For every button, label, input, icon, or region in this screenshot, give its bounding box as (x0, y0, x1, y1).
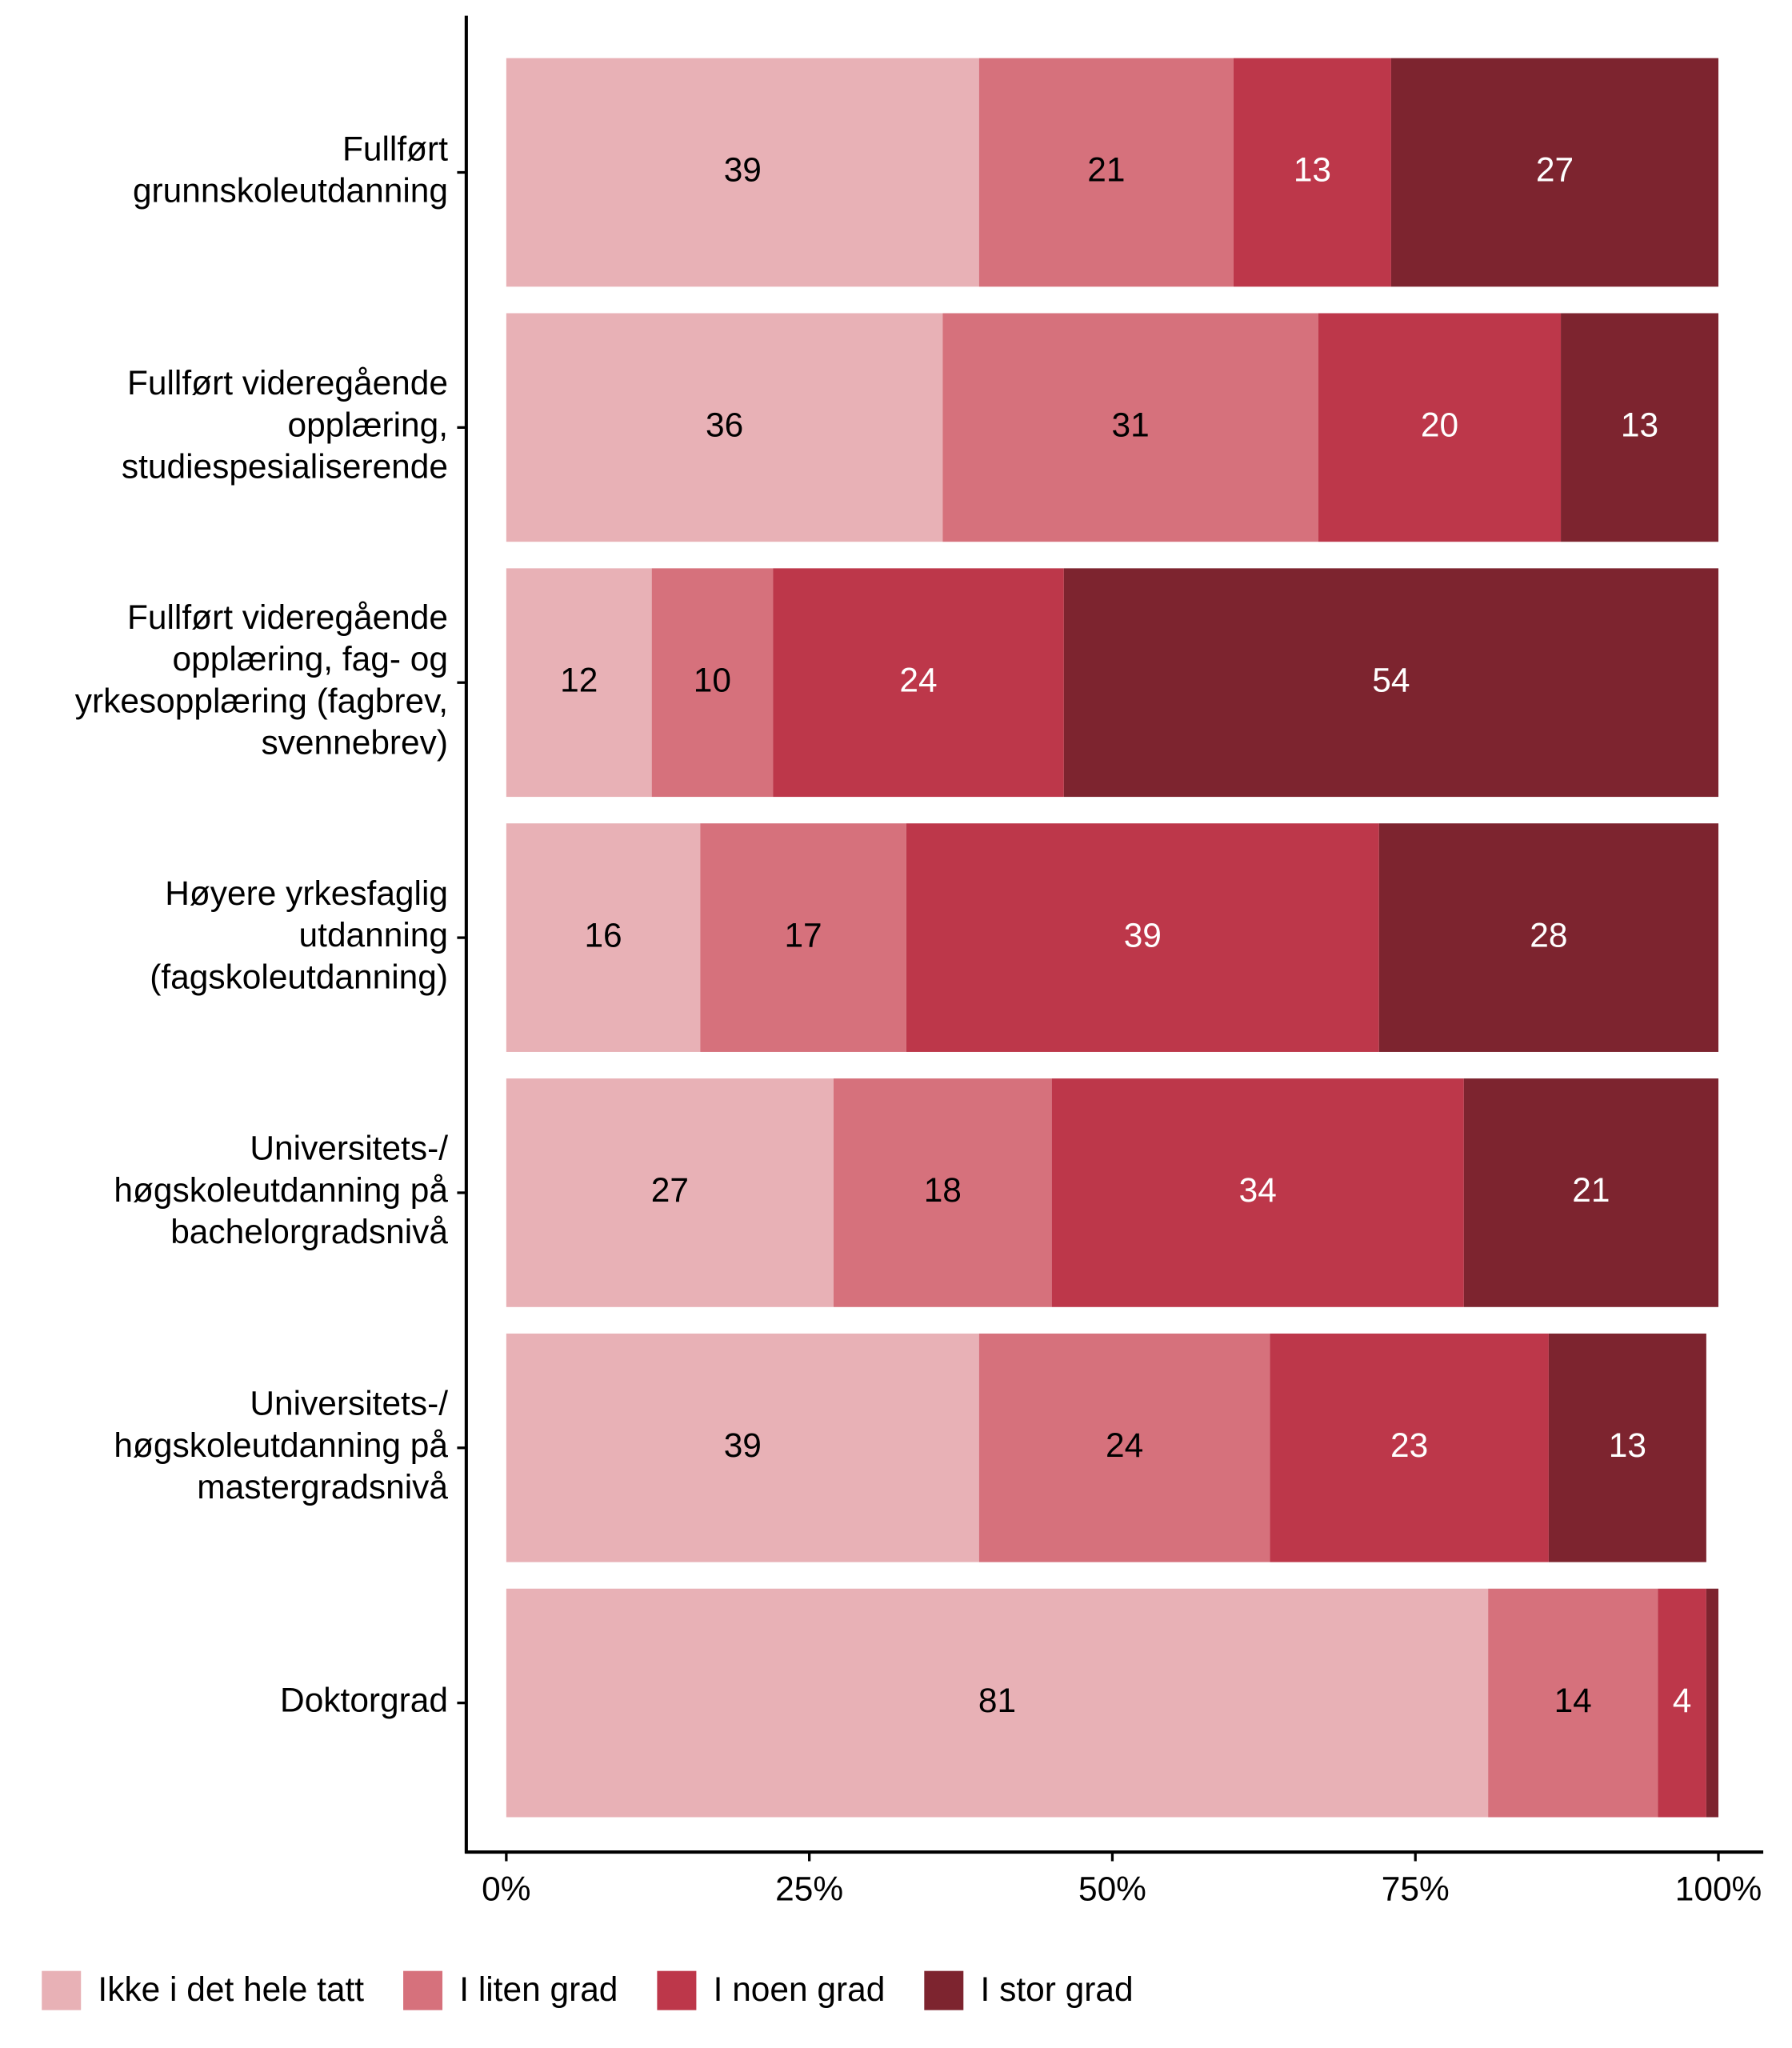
data-label: 17 (784, 916, 822, 954)
bar-segment (1561, 313, 1719, 542)
legend-swatch (924, 1970, 964, 2010)
bar-segment (1706, 1588, 1719, 1818)
x-tick-label: 75% (1382, 1870, 1450, 1907)
data-label: 13 (1609, 1426, 1646, 1464)
data-label: 39 (724, 1426, 762, 1464)
y-tick-label: Høyere yrkesfaglig utdanning (fagskoleutda… (150, 874, 448, 995)
data-label: 28 (1530, 916, 1567, 954)
data-label: 31 (1112, 406, 1150, 444)
x-tick-label: 100% (1675, 1870, 1762, 1907)
data-label: 21 (1087, 151, 1125, 189)
bar-segment (506, 313, 943, 542)
data-label: 16 (584, 916, 622, 954)
data-label: 21 (1572, 1171, 1610, 1209)
legend-label: I liten grad (459, 1970, 618, 2008)
data-label: 13 (1621, 406, 1658, 444)
y-tick-label: Universitets-/høgskoleutdanning på bachel… (114, 1130, 448, 1250)
data-label: 4 (1673, 1682, 1692, 1719)
bar-segment (906, 823, 1379, 1052)
data-label: 36 (706, 406, 743, 444)
data-label: 27 (651, 1171, 689, 1209)
bar-segment (506, 1078, 834, 1307)
bar-segment (1463, 1078, 1719, 1307)
bar-segment (506, 823, 701, 1052)
bar-segment (978, 1333, 1270, 1562)
data-label: 10 (694, 661, 731, 698)
legend-label: Ikke i det hele tatt (98, 1970, 364, 2008)
bar-segment (1051, 1078, 1464, 1307)
data-label: 13 (1294, 151, 1331, 189)
bar-segment (1270, 1333, 1549, 1562)
legend-label: I noen grad (714, 1970, 886, 2008)
bar-segment (1318, 313, 1562, 542)
x-tick-label: 50% (1078, 1870, 1146, 1907)
legend-swatch (42, 1970, 82, 2010)
bar-segment (651, 568, 774, 798)
legend-swatch (657, 1970, 697, 2010)
bar-segment (1378, 823, 1719, 1052)
bar-segment (1658, 1588, 1706, 1818)
bar-segment (1233, 58, 1391, 287)
data-label: 12 (560, 661, 598, 698)
y-tick-label: Fullført videregående opplæring, studiespe… (122, 364, 448, 485)
data-label: 18 (924, 1171, 962, 1209)
bar-segment (773, 568, 1064, 798)
bar-segment (506, 58, 979, 287)
bar-segment (942, 313, 1319, 542)
bar-segment (1063, 568, 1719, 798)
data-label: 24 (899, 661, 937, 698)
bar-segment (1548, 1333, 1706, 1562)
data-label: 27 (1536, 151, 1574, 189)
data-label: 39 (1124, 916, 1162, 954)
data-label: 20 (1421, 406, 1458, 444)
data-label: 23 (1390, 1426, 1428, 1464)
y-tick-label: Doktorgrad (280, 1682, 448, 1719)
bar-segment (833, 1078, 1052, 1307)
bar-segment (506, 1333, 979, 1562)
data-label: 24 (1106, 1426, 1143, 1464)
y-tick-label: Universitets-/høgskoleutdanning på master… (114, 1385, 448, 1506)
bar-segment (506, 568, 652, 798)
bar-segment (506, 1588, 1489, 1818)
data-label: 34 (1239, 1171, 1277, 1209)
data-label: 81 (978, 1682, 1016, 1719)
data-label: 54 (1372, 661, 1410, 698)
x-tick-label: 0% (482, 1870, 530, 1907)
x-tick-label: 25% (775, 1870, 843, 1907)
y-tick-label: Fullført grunnskoleutdanning (133, 130, 448, 210)
bar-segment (700, 823, 906, 1052)
bar-segment (978, 58, 1234, 287)
data-label: 14 (1554, 1682, 1592, 1719)
data-label: 39 (724, 151, 762, 189)
bar-segment (1390, 58, 1719, 287)
y-tick-label: Fullført videregående opplæring, fag- og y… (75, 598, 448, 762)
bar-segment (1488, 1588, 1658, 1818)
legend-label: I stor grad (981, 1970, 1134, 2008)
legend-swatch (403, 1970, 443, 2010)
